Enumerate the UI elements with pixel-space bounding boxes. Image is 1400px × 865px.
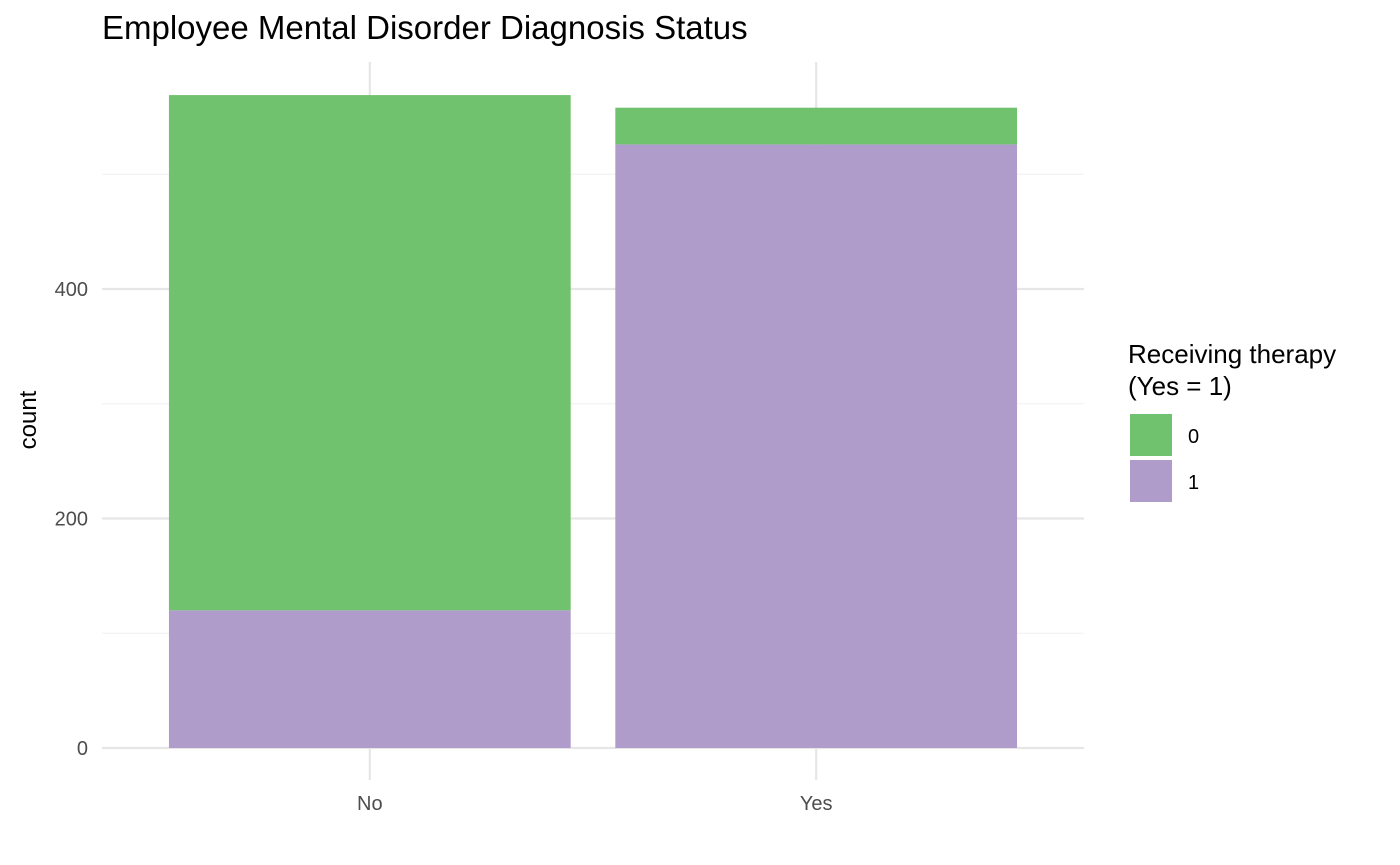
y-tick-label: 200: [55, 509, 88, 531]
legend-key-0: [1130, 414, 1172, 456]
axes: 0 200 400 No Yes: [55, 279, 833, 815]
legend-label: 0: [1188, 426, 1199, 448]
x-tick-label: Yes: [800, 793, 833, 815]
bar-yes-series-0: [615, 107, 1018, 145]
chart-title: Employee Mental Disorder Diagnosis Statu…: [102, 9, 748, 46]
bar-no-series-0: [168, 95, 571, 611]
y-axis-title: count: [15, 390, 42, 449]
legend-key-1: [1130, 460, 1172, 502]
legend-title: Receiving therapy: [1128, 339, 1336, 369]
legend: Receiving therapy(Yes = 1) 0 1: [1128, 339, 1336, 502]
bars: [168, 95, 1018, 749]
bar-yes-series-1: [615, 144, 1018, 749]
x-tick-label: No: [357, 793, 383, 815]
y-tick-label: 0: [77, 738, 88, 760]
legend-label: 1: [1188, 472, 1199, 494]
legend-title: (Yes = 1): [1128, 371, 1232, 401]
bar-no-series-1: [168, 610, 571, 748]
y-tick-label: 400: [55, 279, 88, 301]
